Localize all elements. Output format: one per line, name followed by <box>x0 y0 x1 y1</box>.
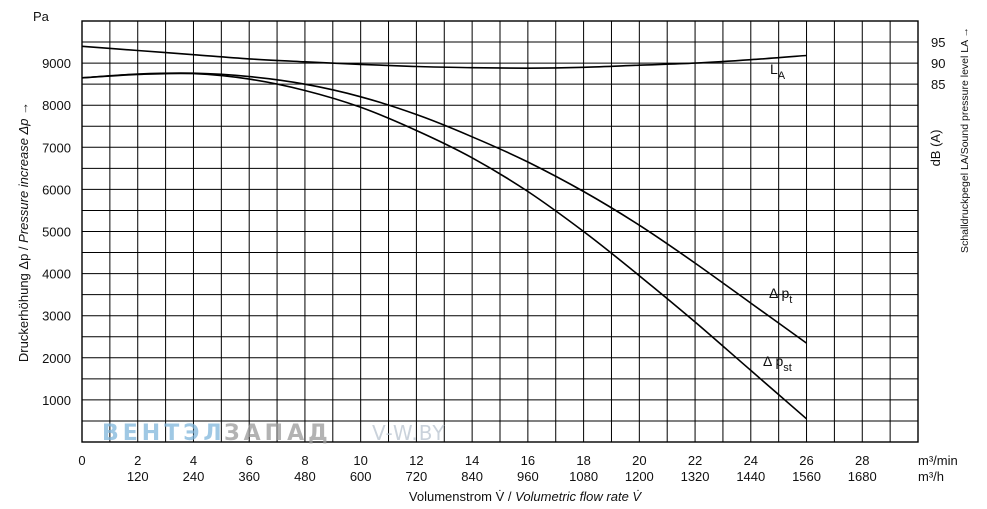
curve-label-curve-total-pressure: Δ pt <box>769 285 792 306</box>
x-tick-label-min: 2 <box>134 453 141 468</box>
y-tick-label: 8000 <box>42 98 71 113</box>
plot-border <box>81 20 919 443</box>
y-tick-label: 9000 <box>42 56 71 71</box>
x-tick-label-h: 1200 <box>625 469 654 484</box>
right-axis-title: Schalldruckpegel LA/Sound pressure level… <box>959 27 971 253</box>
curve-label-sub: st <box>783 362 792 374</box>
x-tick-label-min: 4 <box>190 453 197 468</box>
curve-label-curve-static-pressure: Δ pst <box>763 353 792 374</box>
x-tick-label-min: 18 <box>576 453 590 468</box>
right-axis-unit: dB (A) <box>928 130 943 167</box>
chart-curves <box>81 45 808 420</box>
right-tick-label: 95 <box>931 35 945 50</box>
x-tick-label-h: 120 <box>127 469 149 484</box>
x-tick-label-min: 10 <box>353 453 367 468</box>
x-tick-label-min: 6 <box>246 453 253 468</box>
x-axis-title-de: Volumenstrom V̇ / <box>409 489 515 504</box>
curve-sound-level <box>81 45 807 70</box>
x-tick-label-h: 240 <box>183 469 205 484</box>
curve-label-main: L <box>770 61 778 77</box>
watermark-part1: ВЕНТЭЛ <box>102 421 226 446</box>
curve-label-main: Δ p <box>769 285 789 301</box>
x-tick-label-min: 16 <box>521 453 535 468</box>
y-tick-label: 6000 <box>42 182 71 197</box>
x-tick-label-min: 8 <box>301 453 308 468</box>
curve-static-pressure <box>81 72 808 420</box>
x-tick-label-min: 20 <box>632 453 646 468</box>
x-tick-label-min: 12 <box>409 453 423 468</box>
left-axis-unit: Pa <box>33 9 50 24</box>
curve-label-curve-sound-level: LA <box>770 61 786 82</box>
x-tick-label-min: 0 <box>78 453 85 468</box>
x-tick-label-h: 1080 <box>569 469 598 484</box>
curve-label-sub: t <box>789 294 792 306</box>
x-tick-label-h: 1440 <box>736 469 765 484</box>
x-tick-label-min: 14 <box>465 453 479 468</box>
x-tick-label-min: 24 <box>744 453 758 468</box>
watermark-part2: ЗАПАД <box>224 421 332 446</box>
left-axis-title-de: Druckerhöhung Δp / <box>16 243 31 362</box>
x-tick-label-h: 720 <box>406 469 428 484</box>
x-tick-label-h: 840 <box>461 469 483 484</box>
left-axis-title: Druckerhöhung Δp / Pressure increase Δp … <box>16 102 31 362</box>
curve-label-main: Δ p <box>763 353 783 369</box>
y-tick-label: 5000 <box>42 225 71 240</box>
y-tick-label: 1000 <box>42 393 71 408</box>
y-tick-label: 2000 <box>42 351 71 366</box>
x-tick-label-min: 26 <box>799 453 813 468</box>
x-axis-unit-h: m³/h <box>918 469 944 484</box>
x-tick-label-h: 480 <box>294 469 316 484</box>
x-tick-label-min: 22 <box>688 453 702 468</box>
chart-grid <box>82 21 918 442</box>
y-tick-label: 4000 <box>42 267 71 282</box>
y-tick-label: 3000 <box>42 309 71 324</box>
right-tick-label: 85 <box>931 77 945 92</box>
curve-label-sub: A <box>778 70 786 82</box>
x-tick-label-h: 960 <box>517 469 539 484</box>
x-tick-label-h: 1680 <box>848 469 877 484</box>
x-axis-unit-min: m³/min <box>918 453 958 468</box>
x-tick-label-h: 1560 <box>792 469 821 484</box>
y-tick-label: 7000 <box>42 140 71 155</box>
x-axis-title: Volumenstrom V̇ / Volumetric flow rate V… <box>409 489 642 504</box>
x-tick-label-h: 600 <box>350 469 372 484</box>
watermark-part3: V-W.BY <box>372 421 446 445</box>
chart-labels: 1000200030004000500060007000800090009590… <box>42 35 945 484</box>
left-axis-title-en: Pressure increase Δp → <box>16 102 31 243</box>
watermark: ВЕНТЭЛ ЗАПАД V-W.BY <box>102 421 446 446</box>
x-tick-label-h: 1320 <box>681 469 710 484</box>
x-tick-label-min: 28 <box>855 453 869 468</box>
x-axis-title-en: Volumetric flow rate V̇ <box>515 489 642 504</box>
plot-frame <box>81 20 919 443</box>
right-tick-label: 90 <box>931 56 945 71</box>
x-tick-label-h: 360 <box>238 469 260 484</box>
